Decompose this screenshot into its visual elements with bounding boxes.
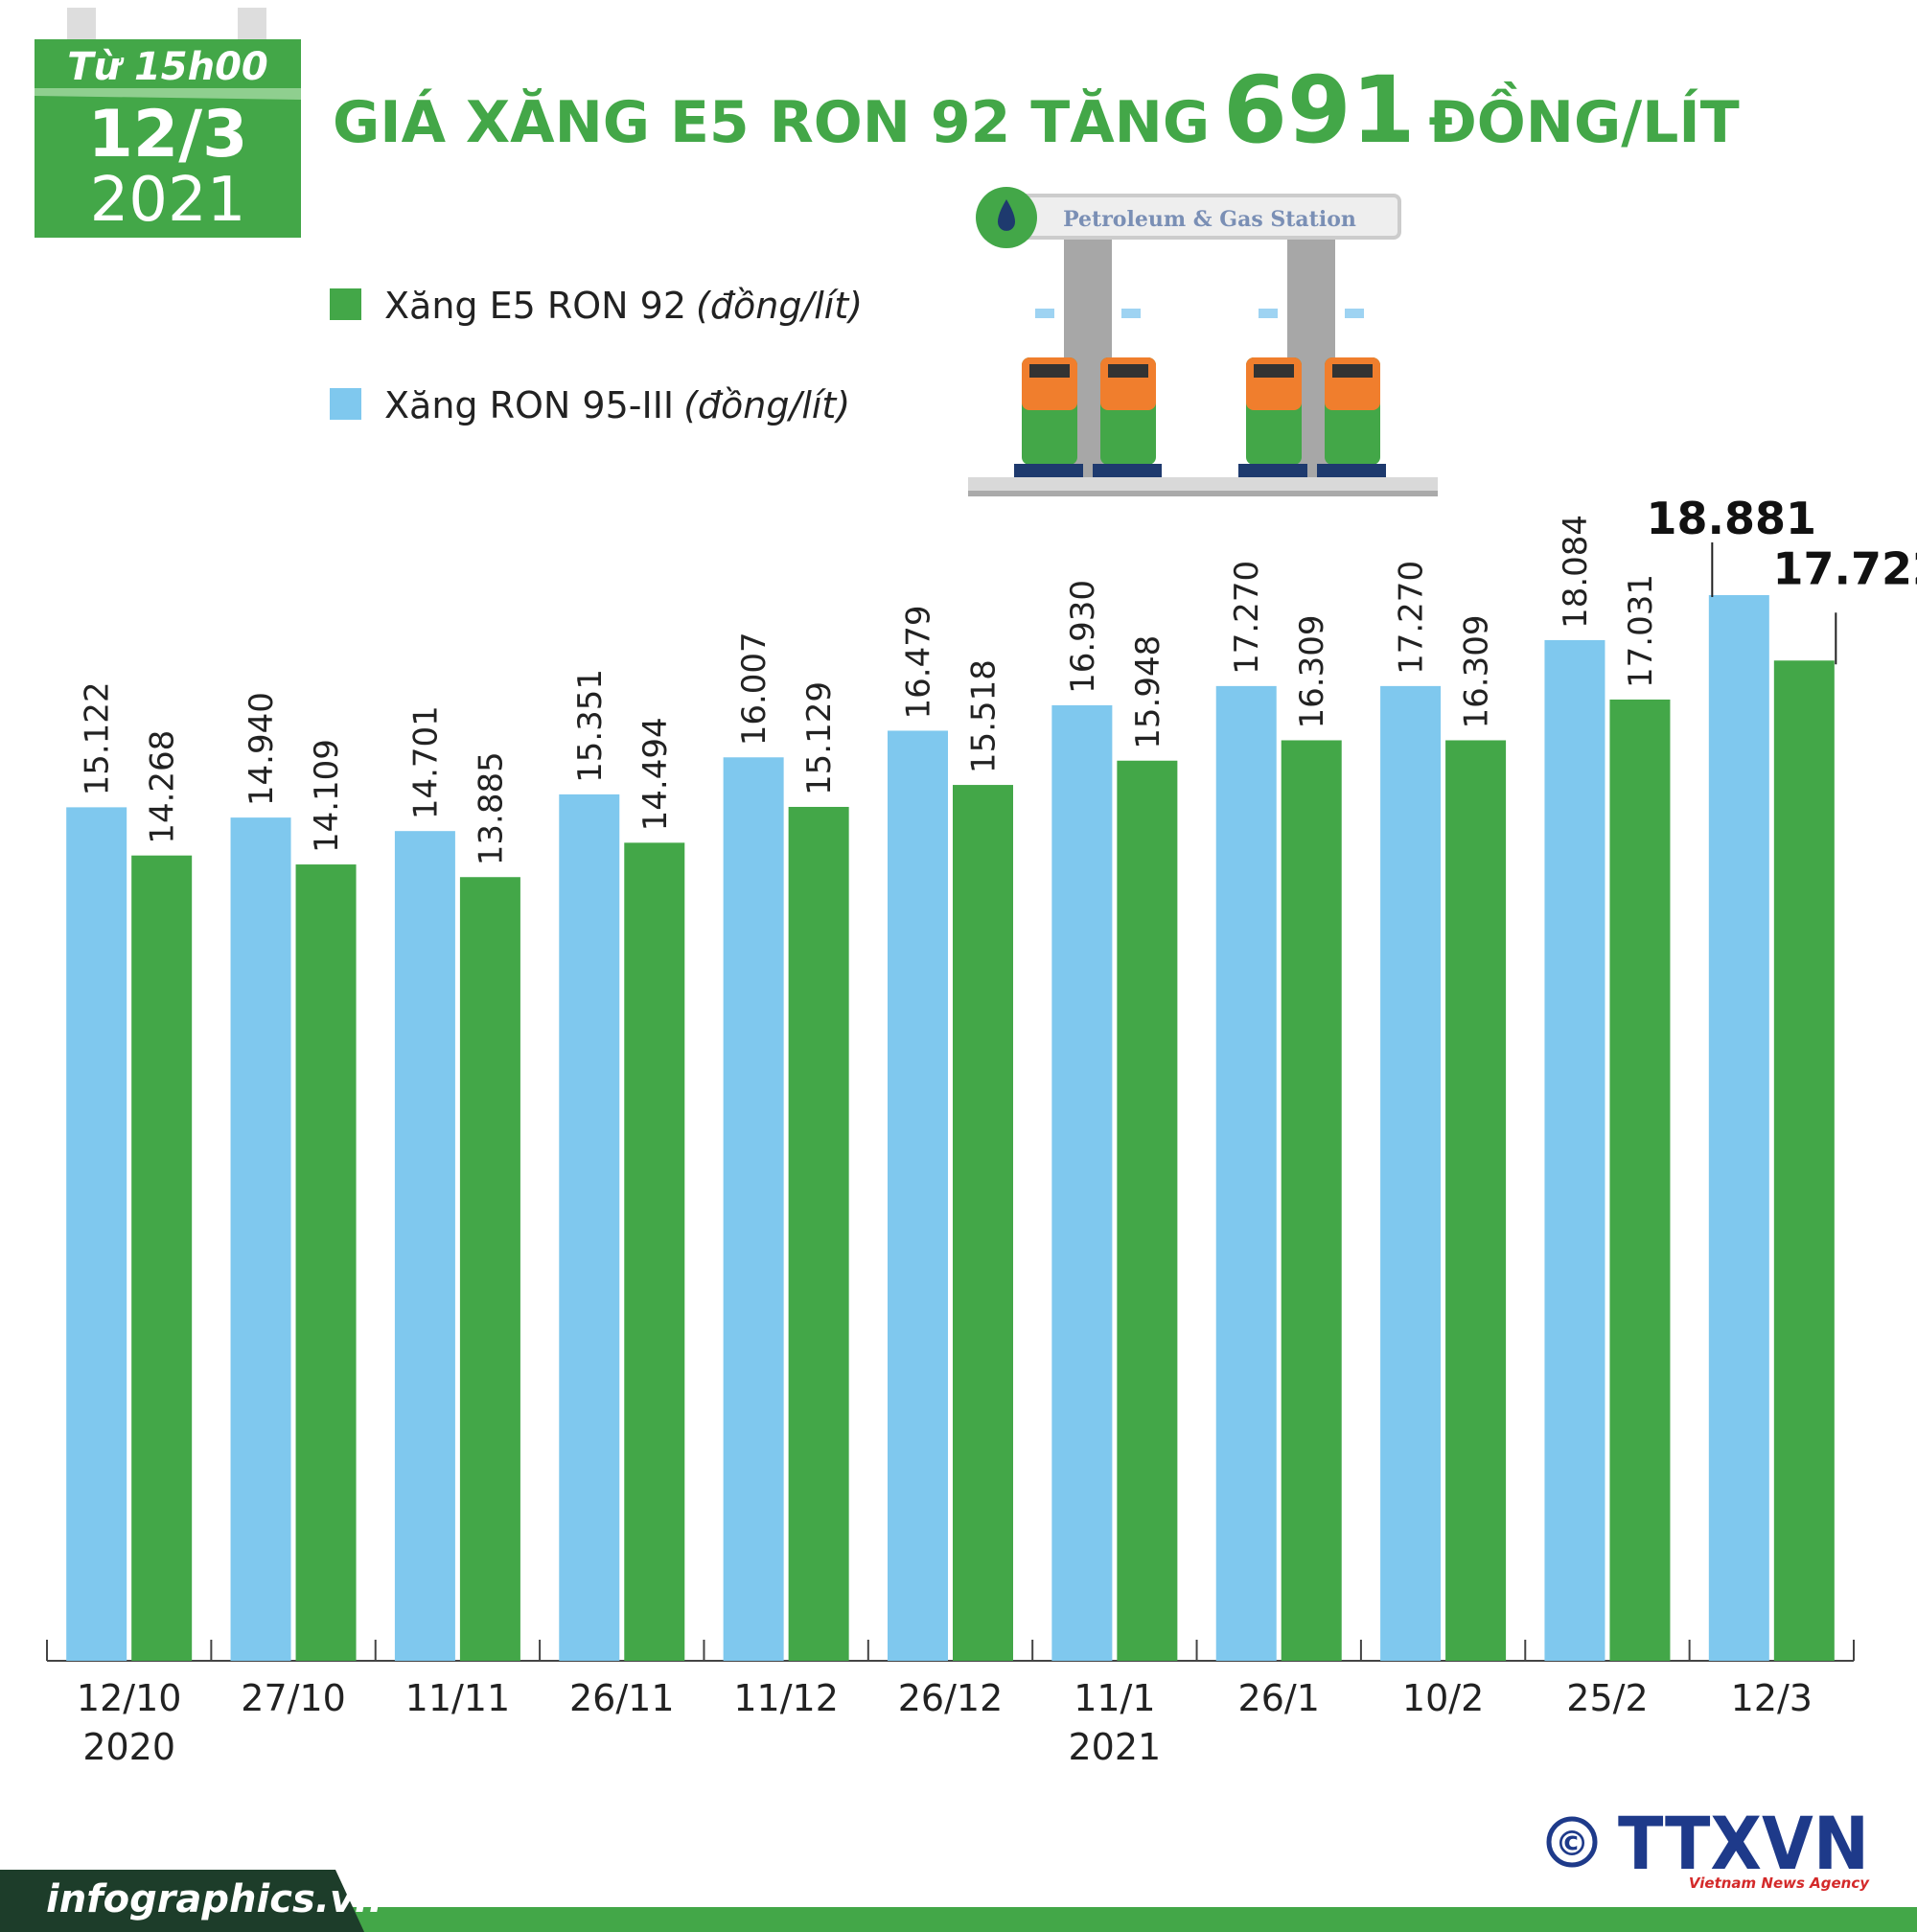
bar xyxy=(1708,595,1769,1661)
bar xyxy=(230,817,291,1661)
bar xyxy=(788,806,849,1661)
value-label: 16.309 xyxy=(1458,615,1496,729)
bar xyxy=(394,831,455,1661)
x-tick-label: 27/10 xyxy=(241,1677,346,1719)
x-tick-label: 12/10 xyxy=(77,1677,182,1719)
x-tick-label: 11/1 xyxy=(1074,1677,1155,1719)
value-label: 14.494 xyxy=(636,717,675,831)
bar xyxy=(1215,685,1277,1661)
bar xyxy=(1773,660,1835,1661)
bar xyxy=(1281,740,1342,1661)
value-label: 17.031 xyxy=(1622,574,1660,688)
bar xyxy=(459,877,520,1661)
x-sublabel: 2021 xyxy=(1069,1726,1162,1768)
value-label: 14.940 xyxy=(243,692,281,806)
value-label: 16.479 xyxy=(900,605,938,719)
chart-title: GIÁ XĂNG E5 RON 92 TĂNG 691 ĐỒNG/LÍT xyxy=(333,57,1740,164)
value-label: 14.268 xyxy=(144,730,182,844)
value-label: 18.881 xyxy=(1647,493,1817,544)
x-tick-label: 11/12 xyxy=(733,1677,839,1719)
legend-swatch xyxy=(330,288,361,320)
value-label: 16.930 xyxy=(1064,580,1102,694)
gas-station: Petroleum & Gas Station xyxy=(968,187,1438,496)
footer-site: infographics.vn xyxy=(46,1877,382,1921)
value-label: 17.270 xyxy=(1228,561,1266,675)
x-tick-label: 11/11 xyxy=(405,1677,511,1719)
x-tick-label: 26/11 xyxy=(569,1677,675,1719)
legend-entry: Xăng E5 RON 92 (đồng/lít) xyxy=(384,285,863,327)
station-sign: Petroleum & Gas Station xyxy=(1063,207,1356,232)
value-label: 16.007 xyxy=(735,632,774,746)
bar xyxy=(1544,639,1605,1661)
bar xyxy=(1380,685,1442,1661)
copyright-circle xyxy=(1546,1816,1598,1868)
x-tick-label: 10/2 xyxy=(1402,1677,1484,1719)
value-label: 17.270 xyxy=(1393,561,1431,675)
x-tick-label: 26/12 xyxy=(898,1677,1004,1719)
value-label: 16.309 xyxy=(1293,615,1331,729)
copyright: © xyxy=(1555,1825,1589,1864)
date-box xyxy=(35,39,301,238)
x-tick-label: 26/1 xyxy=(1238,1677,1320,1719)
bar xyxy=(624,842,685,1661)
legend-name: Xăng RON 95-III xyxy=(384,384,674,426)
title-part: ĐỒNG/LÍT xyxy=(1428,80,1739,156)
value-label: 15.351 xyxy=(571,669,610,783)
bar xyxy=(1445,740,1507,1661)
legend-entry: Xăng RON 95-III (đồng/lít) xyxy=(384,384,850,426)
value-label: 15.948 xyxy=(1129,635,1167,749)
x-sublabel: 2020 xyxy=(82,1726,175,1768)
decor xyxy=(238,8,266,42)
bar xyxy=(131,855,193,1661)
logo: TTXVN xyxy=(1618,1801,1869,1886)
time: Từ 15h00 xyxy=(67,45,268,89)
agency: Vietnam News Agency xyxy=(1689,1874,1870,1892)
legend-unit: (đồng/lít) xyxy=(683,384,850,426)
value-label: 17.722 xyxy=(1773,542,1917,594)
decor xyxy=(35,88,301,100)
x-tick-label: 25/2 xyxy=(1566,1677,1648,1719)
title-number: 691 xyxy=(1223,57,1415,164)
bar xyxy=(1117,760,1178,1661)
title-part: GIÁ XĂNG E5 RON 92 TĂNG xyxy=(333,87,1210,156)
value-label: 13.885 xyxy=(472,751,510,865)
bar xyxy=(66,807,127,1661)
legend-swatch xyxy=(330,388,361,420)
bar xyxy=(953,785,1013,1661)
bar xyxy=(295,864,357,1661)
date: 12/3 xyxy=(88,97,248,172)
value-label: 14.109 xyxy=(308,739,346,853)
bar xyxy=(559,794,620,1661)
value-label: 18.084 xyxy=(1557,515,1595,629)
bar xyxy=(1609,699,1671,1661)
x-tick-label: 12/3 xyxy=(1731,1677,1813,1719)
bar xyxy=(1051,704,1113,1661)
year: 2021 xyxy=(90,165,246,236)
legend-name: Xăng E5 RON 92 xyxy=(384,285,686,327)
value-label: 15.129 xyxy=(800,681,839,795)
bar xyxy=(888,730,948,1661)
value-label: 15.518 xyxy=(965,659,1004,773)
value-label: 14.701 xyxy=(406,705,445,819)
bar xyxy=(723,757,784,1661)
decor xyxy=(67,8,96,42)
value-label: 15.122 xyxy=(79,681,117,795)
legend-unit: (đồng/lít) xyxy=(696,285,863,327)
footer-tab xyxy=(0,1870,364,1932)
